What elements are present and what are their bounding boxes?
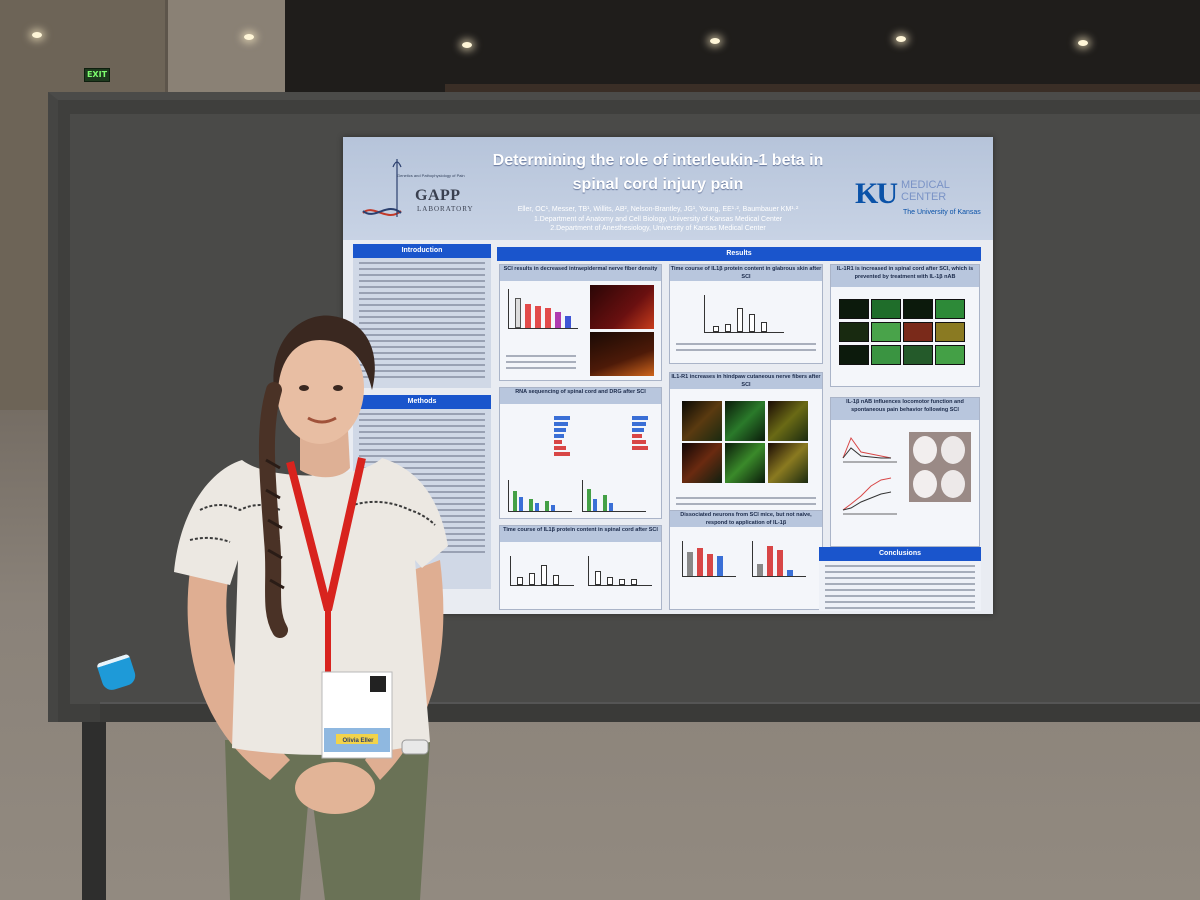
ku-logo-line: CENTER [901,191,947,203]
results-header: Results [497,247,981,261]
author-list: Eller, OC¹, Messer, TB¹, Willits, AB², N… [517,206,799,213]
gene-bar-chart [554,414,574,460]
results-panel: Time course of IL1β protein content in g… [669,264,823,364]
conclusions-header: Conclusions [819,547,981,561]
bar-chart [508,289,578,329]
microscopy-image [590,285,654,329]
bar-chart [582,480,646,512]
exit-sign: EXIT [84,68,110,82]
results-panel: IL-1R1 is increased in spinal cord after… [830,264,980,387]
ceiling-light [32,32,42,38]
ku-logo-letters: KU [855,177,898,210]
panel-title: IL1-R1 increases in hindpaw cutaneous ne… [670,373,822,389]
poster-title-line: spinal cord injury pain [572,176,744,193]
lab-logo-sub: LABORATORY [417,205,474,213]
microscopy-image [590,332,654,376]
introduction-body [353,258,491,388]
bar-chart [508,480,572,512]
panel-title: SCI results in decreased intraepidermal … [500,265,661,281]
panel-title: Time course of IL1β protein content in g… [670,265,822,281]
ceiling-light [1078,40,1088,46]
conclusions-body [819,561,981,611]
line-charts [842,436,897,515]
ku-logo-line: MEDICAL [901,179,950,191]
results-panel: Time course of IL1β protein content in s… [499,525,662,610]
research-poster: Genetics and Pathophysiology of Pain GAP… [343,137,993,614]
dna-helix-icon [362,159,402,217]
panel-title: Time course of IL1β protein content in s… [500,526,661,542]
panel-title: Dissociated neurons from SCI mice, but n… [670,511,822,527]
affiliation: 2.Department of Anesthesiology, Universi… [550,225,766,232]
results-panel: RNA sequencing of spinal cord and DRG af… [499,387,662,519]
presenter-person [174,315,448,900]
bar-chart [510,556,574,586]
introduction-header: Introduction [353,244,491,258]
panel-title: IL-1β nAB influences locomotor function … [831,398,979,420]
ku-logo-university: The University of Kansas [903,209,981,216]
poster-header: Genetics and Pathophysiology of Pain GAP… [343,137,993,240]
ceiling-light [462,42,472,48]
wall-panel [165,0,285,96]
bar-chart [682,541,736,577]
methods-header: Methods [353,395,491,409]
bar-chart [704,295,784,333]
poster-authors: Eller, OC¹, Messer, TB¹, Willits, AB², N… [473,205,843,234]
panel-title: IL-1R1 is increased in spinal cord after… [831,265,979,287]
ceiling-light [244,34,254,40]
affiliation: 1.Department of Anatomy and Cell Biology… [533,215,783,223]
ku-medical-center-logo: KU MEDICAL CENTER The University of Kans… [855,177,985,222]
results-panel: IL-1β nAB influences locomotor function … [830,397,980,547]
bar-chart [588,556,652,586]
lab-logo-word: GAPP [415,187,461,204]
results-panel: SCI results in decreased intraepidermal … [499,264,662,381]
results-panel: IL1-R1 increases in hindpaw cutaneous ne… [669,372,823,515]
name-badge: Olivia Eller [342,738,374,744]
poster-title-line: Determining the role of interleukin-1 be… [492,152,824,169]
ceiling-light [896,36,906,42]
lab-logo-caption: Genetics and Pathophysiology of Pain [397,173,465,178]
gapp-lab-logo: Genetics and Pathophysiology of Pain GAP… [357,153,473,223]
results-panel: Dissociated neurons from SCI mice, but n… [669,510,823,610]
panel-title: RNA sequencing of spinal cord and DRG af… [500,388,661,404]
ku-logo-text: MEDICAL CENTER [901,179,950,203]
bar-chart [752,541,806,577]
ceiling-light [710,38,720,44]
gene-bar-chart [632,414,652,460]
mouse-photo [909,432,971,502]
poster-title: Determining the role of interleukin-1 be… [473,149,843,197]
